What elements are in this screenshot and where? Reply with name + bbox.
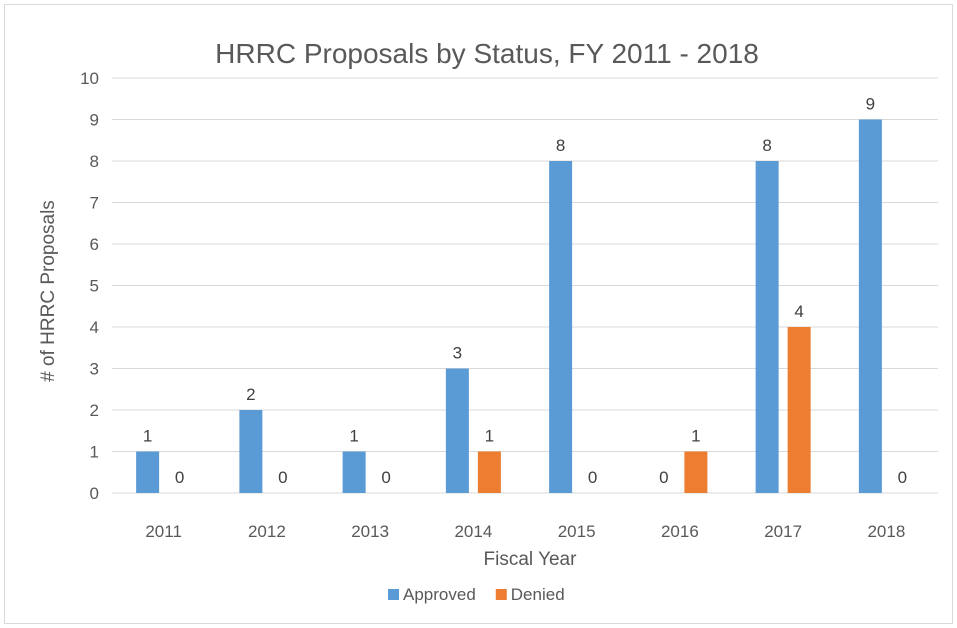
bar-approved-2012 xyxy=(239,410,263,493)
y-tick-label: 9 xyxy=(90,111,99,130)
bar-approved-2017 xyxy=(755,161,779,493)
x-axis-tick-labels: 2011 2012 2013 2014 2015 2016 2017 2018 xyxy=(145,522,905,541)
bar-denied-2014 xyxy=(477,451,501,493)
data-label-denied-2016: 1 xyxy=(691,427,700,446)
legend-label-denied: Denied xyxy=(511,585,565,604)
bar-approved-2013 xyxy=(342,451,366,493)
legend-swatch-denied xyxy=(495,589,507,600)
chart-title: HRRC Proposals by Status, FY 2011 - 2018 xyxy=(215,38,759,69)
x-tick-label: 2018 xyxy=(867,522,905,541)
bar-approved-2014 xyxy=(445,368,469,493)
y-tick-label: 2 xyxy=(90,401,99,420)
x-tick-label: 2014 xyxy=(454,522,492,541)
bar-approved-2011 xyxy=(136,451,160,493)
data-label-approved-2011: 1 xyxy=(143,427,152,446)
data-label-denied-2011: 0 xyxy=(175,468,184,487)
gridlines xyxy=(112,77,938,494)
data-label-denied-2013: 0 xyxy=(381,468,390,487)
legend: Approved Denied xyxy=(388,585,565,604)
y-tick-label: 1 xyxy=(90,443,99,462)
data-label-approved-2017: 8 xyxy=(762,136,771,155)
x-tick-label: 2016 xyxy=(661,522,699,541)
bar-denied-2017 xyxy=(787,327,811,493)
y-tick-label: 4 xyxy=(90,318,99,337)
x-tick-label: 2015 xyxy=(558,522,596,541)
y-tick-label: 3 xyxy=(90,360,99,379)
data-label-approved-2015: 8 xyxy=(556,136,565,155)
x-tick-label: 2011 xyxy=(145,522,182,541)
data-label-denied-2015: 0 xyxy=(588,468,597,487)
chart-frame: HRRC Proposals by Status, FY 2011 - 2018… xyxy=(4,4,953,624)
y-tick-label: 0 xyxy=(90,484,99,503)
y-tick-label: 10 xyxy=(80,69,99,88)
bar-approved-2018 xyxy=(858,119,882,493)
data-labels: 1 0 2 0 1 0 3 1 8 0 0 1 8 4 9 0 xyxy=(143,95,907,488)
y-tick-label: 6 xyxy=(90,235,99,254)
data-label-approved-2012: 2 xyxy=(246,385,255,404)
bars xyxy=(136,119,882,493)
bar-denied-2016 xyxy=(684,451,708,493)
data-label-approved-2013: 1 xyxy=(349,427,358,446)
y-tick-label: 5 xyxy=(90,277,99,296)
x-tick-label: 2017 xyxy=(764,522,802,541)
data-label-approved-2016: 0 xyxy=(659,468,668,487)
x-tick-label: 2013 xyxy=(351,522,389,541)
legend-swatch-approved xyxy=(388,589,399,600)
data-label-approved-2018: 9 xyxy=(866,95,875,114)
y-axis-tick-labels: 0 1 2 3 4 5 6 7 8 9 10 xyxy=(80,69,99,503)
y-tick-label: 7 xyxy=(90,194,99,213)
data-label-denied-2014: 1 xyxy=(485,427,494,446)
data-label-approved-2014: 3 xyxy=(453,344,462,363)
legend-label-approved: Approved xyxy=(403,585,476,604)
bar-approved-2015 xyxy=(549,161,573,493)
x-axis-title: Fiscal Year xyxy=(484,549,578,570)
x-tick-label: 2012 xyxy=(248,522,286,541)
data-label-denied-2012: 0 xyxy=(278,468,287,487)
data-label-denied-2017: 4 xyxy=(794,302,803,321)
data-label-denied-2018: 0 xyxy=(898,468,907,487)
bar-chart: HRRC Proposals by Status, FY 2011 - 2018… xyxy=(38,38,938,604)
y-tick-label: 8 xyxy=(90,152,99,171)
y-axis-title: # of HRRC Proposals xyxy=(38,200,59,382)
